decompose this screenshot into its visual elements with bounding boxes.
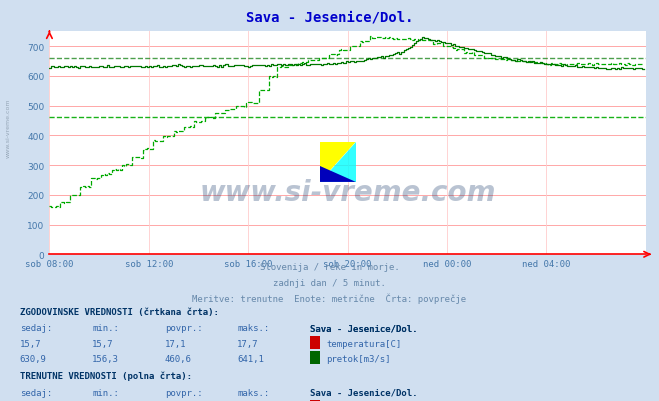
Text: Slovenija / reke in morje.: Slovenija / reke in morje. bbox=[260, 263, 399, 271]
Text: povpr.:: povpr.: bbox=[165, 324, 202, 332]
Text: Sava - Jesenice/Dol.: Sava - Jesenice/Dol. bbox=[246, 10, 413, 24]
Polygon shape bbox=[320, 166, 356, 182]
Text: www.si-vreme.com: www.si-vreme.com bbox=[5, 99, 11, 158]
Text: 460,6: 460,6 bbox=[165, 354, 192, 363]
Text: 17,1: 17,1 bbox=[165, 339, 186, 348]
Text: 15,7: 15,7 bbox=[92, 339, 114, 348]
Polygon shape bbox=[320, 142, 356, 182]
Text: 641,1: 641,1 bbox=[237, 354, 264, 363]
Text: zadnji dan / 5 minut.: zadnji dan / 5 minut. bbox=[273, 278, 386, 287]
Text: Sava - Jesenice/Dol.: Sava - Jesenice/Dol. bbox=[310, 324, 417, 332]
Text: Sava - Jesenice/Dol.: Sava - Jesenice/Dol. bbox=[310, 324, 417, 332]
Text: 17,7: 17,7 bbox=[237, 339, 259, 348]
Text: sedaj:: sedaj: bbox=[20, 324, 52, 332]
Polygon shape bbox=[320, 142, 356, 182]
Text: 156,3: 156,3 bbox=[92, 354, 119, 363]
Text: TRENUTNE VREDNOSTI (polna črta):: TRENUTNE VREDNOSTI (polna črta): bbox=[20, 371, 192, 381]
Text: 630,9: 630,9 bbox=[20, 354, 47, 363]
Text: sedaj:: sedaj: bbox=[20, 388, 52, 397]
Text: www.si-vreme.com: www.si-vreme.com bbox=[200, 178, 496, 206]
Text: temperatura[C]: temperatura[C] bbox=[326, 339, 401, 348]
Text: Sava - Jesenice/Dol.: Sava - Jesenice/Dol. bbox=[310, 388, 417, 397]
Text: maks.:: maks.: bbox=[237, 388, 270, 397]
Text: min.:: min.: bbox=[92, 324, 119, 332]
Text: 15,7: 15,7 bbox=[20, 339, 42, 348]
Text: maks.:: maks.: bbox=[237, 324, 270, 332]
Text: Meritve: trenutne  Enote: metrične  Črta: povprečje: Meritve: trenutne Enote: metrične Črta: … bbox=[192, 293, 467, 304]
Text: povpr.:: povpr.: bbox=[165, 388, 202, 397]
Text: pretok[m3/s]: pretok[m3/s] bbox=[326, 354, 391, 363]
Text: ZGODOVINSKE VREDNOSTI (črtkana črta):: ZGODOVINSKE VREDNOSTI (črtkana črta): bbox=[20, 307, 219, 316]
Text: min.:: min.: bbox=[92, 388, 119, 397]
